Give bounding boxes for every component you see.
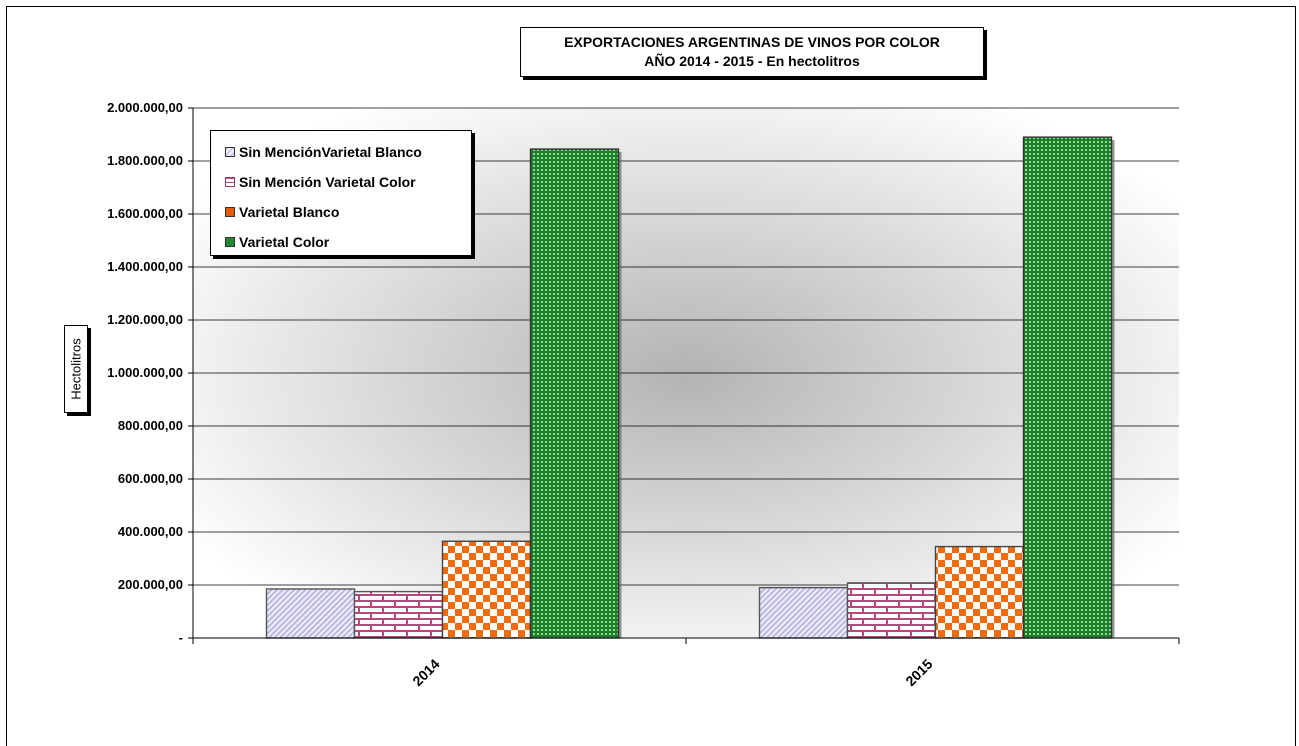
bar (846, 582, 937, 639)
y-axis-label-box: Hectolitros (64, 325, 88, 413)
legend-swatch (225, 207, 235, 217)
y-axis-label: Hectolitros (68, 338, 84, 400)
legend-item: Varietal Blanco (225, 197, 471, 227)
chart-frame (6, 6, 1296, 746)
bar (1022, 136, 1113, 639)
bar (758, 586, 849, 639)
bar (529, 148, 620, 639)
y-tick-label: 1.400.000,00 (107, 259, 183, 274)
y-tick-label: 200.000,00 (118, 577, 183, 592)
y-tick-label: 1.600.000,00 (107, 206, 183, 221)
legend-swatch (225, 177, 235, 187)
legend-item: Sin Mención Varietal Color (225, 167, 471, 197)
chart-title-box: EXPORTACIONES ARGENTINAS DE VINOS POR CO… (520, 27, 984, 77)
legend-swatch (225, 147, 235, 157)
bar (934, 545, 1025, 639)
legend-swatch (225, 237, 235, 247)
x-tick-label: 2014 (409, 656, 442, 689)
legend: Sin MenciónVarietal Blanco Sin Mención V… (210, 130, 472, 256)
y-tick-label: 600.000,00 (118, 471, 183, 486)
x-tick-label: 2015 (902, 656, 935, 689)
bar (441, 540, 532, 639)
legend-item: Varietal Color (225, 227, 471, 257)
y-tick-label: - (179, 630, 183, 645)
chart-subtitle: AÑO 2014 - 2015 - En hectolitros (644, 53, 860, 69)
y-tick-label: 2.000.000,00 (107, 100, 183, 115)
y-tick-label: 1.800.000,00 (107, 153, 183, 168)
bar (265, 588, 356, 639)
y-tick-label: 400.000,00 (118, 524, 183, 539)
legend-label: Varietal Color (239, 234, 330, 250)
legend-label: Varietal Blanco (239, 204, 340, 220)
legend-item: Sin MenciónVarietal Blanco (225, 137, 471, 167)
legend-label: Sin MenciónVarietal Blanco (239, 144, 422, 160)
y-tick-label: 1.000.000,00 (107, 365, 183, 380)
y-tick-label: 1.200.000,00 (107, 312, 183, 327)
y-tick-label: 800.000,00 (118, 418, 183, 433)
legend-label: Sin Mención Varietal Color (239, 174, 416, 190)
bar (353, 590, 444, 639)
chart-title: EXPORTACIONES ARGENTINAS DE VINOS POR CO… (564, 34, 940, 50)
